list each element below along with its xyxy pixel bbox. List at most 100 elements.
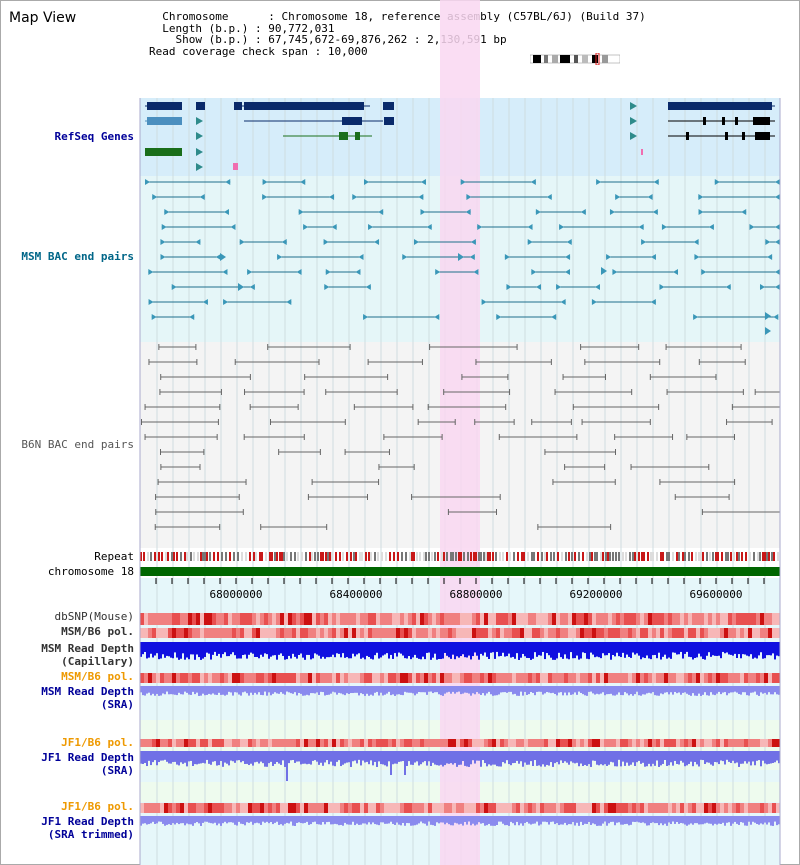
jf1-depth-trim-bar [268,816,270,824]
repeat-mark [206,552,208,561]
msm-depth-capillary-bar [718,642,720,656]
gene-i-exon [355,132,360,140]
jf1-depth-sra-bar [454,751,456,764]
jf1-depth-trim-bar [698,816,700,825]
dbsnp-cell [532,613,536,625]
dbsnp-cell [536,613,540,625]
msm-depth-sra-bar [192,686,194,692]
jf1-b6-pol-2-cell [632,803,636,813]
msm-bac-end [775,224,780,230]
msm-depth-capillary-bar [352,642,354,654]
repeat-mark [688,552,690,561]
jf1-b6-pol-2-cell [232,803,236,813]
msm-depth-capillary-bar [522,642,524,654]
jf1-depth-sra-bar [438,751,440,766]
jf1-depth-trim-bar [714,816,716,824]
msm-b6-pol-2-cell [700,673,704,683]
msm-depth-sra-bar [660,686,662,694]
jf1-b6-pol-cell [208,739,212,747]
msm-depth-capillary-bar [368,642,370,657]
jf1-b6-pol-cell [452,739,456,747]
msm-depth-capillary-bar [596,642,598,657]
jf1-depth-trim-bar [668,816,670,823]
msm-depth-sra-bar [146,686,148,694]
msm-depth-sra-bar [388,686,390,692]
gene-b-exon [196,102,205,110]
jf1-b6-pol-2-cell [628,803,632,813]
msm-depth-capillary-bar [620,642,622,658]
jf1-b6-pol-2-cell [652,803,656,813]
dbsnp-cell [404,613,408,625]
jf1-depth-trim-bar [298,816,300,823]
repeat-mark [721,552,723,561]
repeat-mark [607,552,609,561]
msm-depth-sra-bar [496,686,498,696]
repeat-mark [147,552,149,561]
jf1-depth-trim-bar [756,816,758,824]
msm-depth-sra-bar [630,686,632,695]
repeat-mark [342,552,344,561]
msm-bac-end [426,224,432,230]
msm-depth-sra-bar [488,686,490,692]
jf1-depth-trim-bar [600,816,602,826]
repeat-mark [565,552,567,561]
jf1-depth-sra-bar [414,751,416,763]
jf1-depth-trim-bar [358,816,360,825]
jf1-depth-trim-bar [214,816,216,823]
jf1-b6-pol-2-cell [212,803,216,813]
jf1-depth-sra-bar [596,751,598,765]
msm-depth-capillary-bar [652,642,654,656]
msm-depth-capillary-bar [410,642,412,660]
dbsnp-cell [380,613,384,625]
msm-b6-pol-2-cell [452,673,456,683]
jf1-b6-pol-cell [752,739,756,747]
msm-depth-capillary-bar [772,642,774,654]
jf1-depth-trim-bar [732,816,734,824]
gene-f-exon [147,117,182,125]
jf1-b6-pol-cell [504,739,508,747]
jf1-depth-trim-bar [220,816,222,826]
jf1-depth-sra-bar [390,751,392,775]
jf1-depth-sra-bar [630,751,632,765]
msm-b6-pol-cell [604,628,608,638]
jf1-depth-sra-bar [652,751,654,764]
msm-b6-pol-2-cell [280,673,284,683]
msm-depth-capillary-bar [160,642,162,659]
msm-depth-capillary-bar [426,642,428,653]
msm-bac-end [775,194,780,200]
chromosome-ideogram[interactable] [530,53,620,65]
msm-depth-capillary-bar [440,642,442,660]
msm-b6-pol-cell [744,628,748,638]
jf1-b6-pol-2-cell [252,803,256,813]
jf1-depth-sra-bar [580,751,582,764]
msm-b6-pol-2-cell [516,673,520,683]
msm-depth-capillary-bar [756,642,758,659]
jf1-depth-sra-bar [282,751,284,761]
jf1-depth-trim-bar [748,816,750,822]
msm-b6-pol-cell [180,628,184,638]
jf1-depth-sra-bar [482,751,484,761]
msm-depth-sra-bar [238,686,240,695]
msm-b6-pol-2-cell [412,673,416,683]
jf1-depth-trim-bar [406,816,408,824]
jf1-b6-pol-2-cell [476,803,480,813]
msm-depth-sra-bar [232,686,234,696]
jf1-b6-pol-cell [224,739,228,747]
msm-bac-end [247,269,253,275]
msm-depth-capillary-bar [152,642,154,658]
msm-b6-pol-2-cell [460,673,464,683]
jf1-depth-sra-bar [754,751,756,766]
jf1-b6-pol-2-cell [384,803,388,813]
msm-bac-end [469,254,475,260]
msm-b6-pol-2-cell [416,673,420,683]
msm-b6-pol-2-cell [424,673,428,683]
msm-bac-end [725,284,731,290]
dbsnp-cell [220,613,224,625]
msm-b6-pol-2-cell [168,673,172,683]
msm-b6-pol-cell [652,628,656,638]
repeat-mark [419,552,421,561]
jf1-depth-trim-bar [442,816,444,823]
msm-depth-sra-bar [360,686,362,694]
jf1-b6-pol-cell [500,739,504,747]
